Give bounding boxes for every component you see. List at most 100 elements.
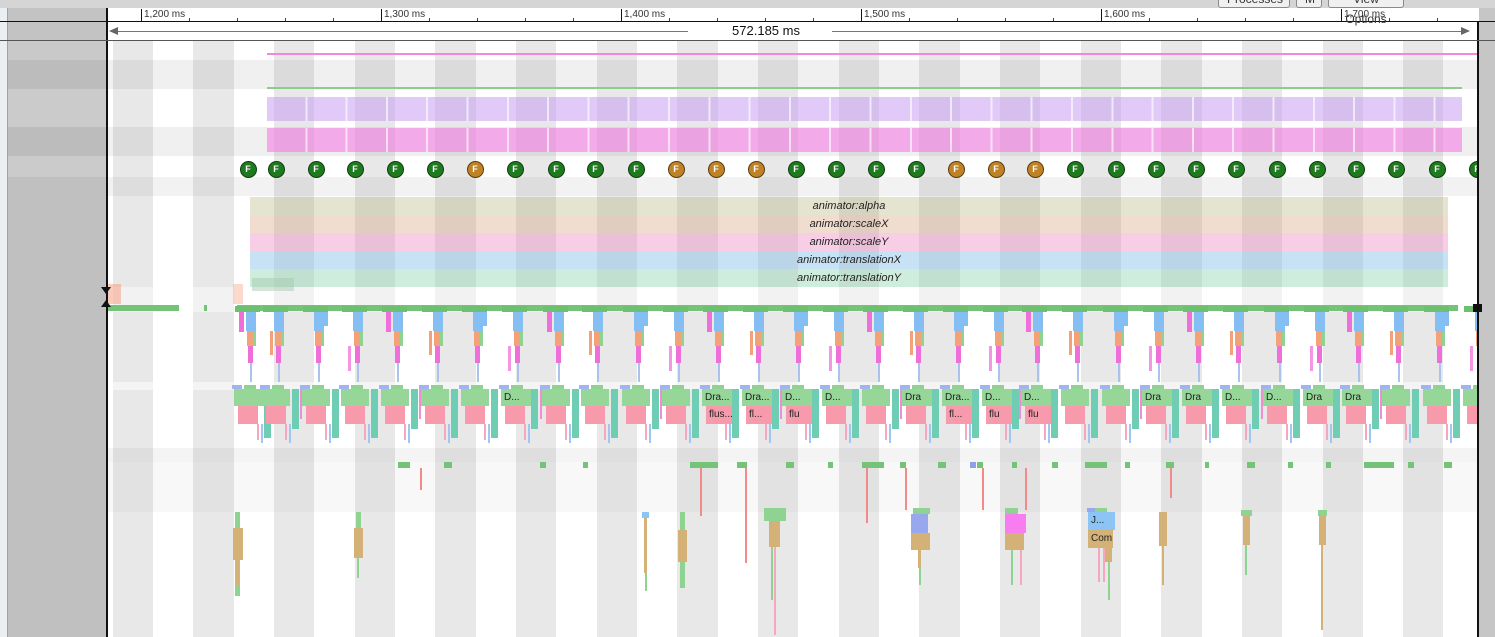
- flame-span[interactable]: [1235, 331, 1241, 346]
- flame-span[interactable]: [878, 363, 880, 382]
- flame-span[interactable]: [874, 312, 884, 331]
- flame-span[interactable]: [1114, 312, 1124, 331]
- flame-span[interactable]: [1005, 424, 1007, 440]
- flame-span[interactable]: [1313, 385, 1325, 389]
- flame-span[interactable]: [1087, 508, 1095, 512]
- flame-span[interactable]: [1088, 424, 1090, 443]
- thread-state-segment[interactable]: [1444, 462, 1452, 468]
- flame-span[interactable]: [1319, 516, 1326, 545]
- flame-span[interactable]: [600, 331, 603, 346]
- flame-span[interactable]: [1261, 389, 1263, 419]
- flame-span[interactable]: [832, 385, 844, 389]
- flame-span[interactable]: [675, 331, 681, 346]
- flame-span[interactable]: [755, 331, 761, 346]
- draw-span[interactable]: D...: [501, 389, 537, 406]
- flush-span[interactable]: [626, 406, 646, 424]
- flush-span[interactable]: flus...: [706, 406, 736, 424]
- timeline-canvas[interactable]: FFFFFFFFFFFFFFFFFFFFFFFFFFFFFFFFanimator…: [0, 40, 1495, 637]
- draw-span[interactable]: [1382, 389, 1410, 406]
- flame-span[interactable]: [1140, 385, 1150, 389]
- frame-marker-good[interactable]: F: [547, 161, 565, 178]
- flame-span[interactable]: [1129, 424, 1131, 443]
- flame-span[interactable]: [1285, 312, 1289, 326]
- thread-state-segment[interactable]: [398, 462, 410, 468]
- flame-span[interactable]: [740, 385, 750, 389]
- flame-span[interactable]: [1383, 306, 1408, 312]
- flame-span[interactable]: [641, 331, 644, 346]
- flame-span[interactable]: [394, 331, 400, 346]
- flame-span[interactable]: [820, 385, 830, 389]
- flame-span[interactable]: [1421, 385, 1431, 389]
- flame-span[interactable]: [995, 331, 1001, 346]
- flame-span[interactable]: [555, 331, 561, 346]
- flame-span[interactable]: [1034, 331, 1040, 346]
- flame-span[interactable]: [1380, 385, 1390, 389]
- flame-span[interactable]: [919, 568, 921, 585]
- frame-marker-good[interactable]: F: [267, 161, 285, 178]
- flame-span[interactable]: [849, 424, 851, 443]
- flame-span[interactable]: [1356, 346, 1361, 363]
- flame-span[interactable]: [992, 385, 1004, 389]
- flame-span[interactable]: [292, 389, 299, 429]
- flush-span[interactable]: [1065, 406, 1085, 424]
- flame-span[interactable]: [1293, 389, 1300, 438]
- flame-span[interactable]: [1401, 331, 1404, 346]
- flame-span[interactable]: [1143, 306, 1168, 312]
- flame-span[interactable]: [565, 424, 567, 440]
- flame-span[interactable]: [488, 424, 490, 443]
- flame-span[interactable]: [903, 306, 928, 312]
- flame-span[interactable]: [1198, 363, 1200, 382]
- flame-span[interactable]: [1234, 312, 1244, 331]
- flush-span[interactable]: [1226, 406, 1246, 424]
- flame-span[interactable]: [1245, 424, 1247, 440]
- flame-span[interactable]: [681, 331, 684, 346]
- flush-span[interactable]: [266, 406, 286, 424]
- flame-span[interactable]: [1232, 385, 1244, 389]
- flame-span[interactable]: [752, 385, 764, 389]
- flame-span[interactable]: [638, 363, 640, 382]
- flame-span[interactable]: [233, 528, 243, 560]
- flame-span[interactable]: [289, 424, 291, 443]
- green-line-track[interactable]: [267, 87, 1462, 89]
- flame-span[interactable]: [1187, 312, 1192, 332]
- flame-span[interactable]: [644, 518, 647, 573]
- flame-span[interactable]: [1074, 331, 1080, 346]
- flame-span[interactable]: [1075, 346, 1080, 363]
- flame-span[interactable]: [716, 346, 721, 363]
- flame-span[interactable]: [805, 424, 807, 440]
- thread-state-segment[interactable]: [444, 462, 452, 468]
- flame-span[interactable]: [260, 385, 270, 389]
- flame-span[interactable]: [1019, 389, 1021, 419]
- labeled-span[interactable]: J...: [1088, 512, 1115, 530]
- flame-span[interactable]: [235, 306, 260, 312]
- flame-span[interactable]: [672, 385, 684, 389]
- flame-span[interactable]: [400, 331, 403, 346]
- flame-span[interactable]: [1180, 385, 1190, 389]
- flame-span[interactable]: [524, 424, 526, 440]
- flame-span[interactable]: [1241, 331, 1244, 346]
- frame-marker-good[interactable]: F: [426, 161, 444, 178]
- flame-span[interactable]: [996, 346, 1001, 363]
- flame-span[interactable]: [989, 346, 992, 371]
- flame-span[interactable]: [925, 424, 927, 440]
- flame-span[interactable]: [1390, 331, 1393, 355]
- flame-span[interactable]: [558, 363, 560, 382]
- flame-span[interactable]: [1022, 306, 1047, 312]
- frame-marker-good[interactable]: F: [506, 161, 524, 178]
- flush-span[interactable]: [465, 406, 485, 424]
- flush-span[interactable]: [666, 406, 686, 424]
- flame-span[interactable]: [1125, 424, 1127, 440]
- flame-span[interactable]: [540, 385, 550, 389]
- flame-span[interactable]: [275, 331, 281, 346]
- flame-span[interactable]: [444, 424, 446, 440]
- flame-span[interactable]: [285, 424, 287, 440]
- thread-state-segment[interactable]: [862, 462, 884, 468]
- frame-marker-good[interactable]: F: [307, 161, 325, 178]
- flame-span[interactable]: [595, 346, 600, 363]
- flame-span[interactable]: [404, 424, 406, 440]
- flame-span[interactable]: [1249, 424, 1251, 443]
- flush-span[interactable]: [505, 406, 525, 424]
- flame-span[interactable]: [1158, 363, 1160, 382]
- metrics-button[interactable]: M: [1296, 0, 1322, 8]
- flame-span[interactable]: [1433, 385, 1445, 389]
